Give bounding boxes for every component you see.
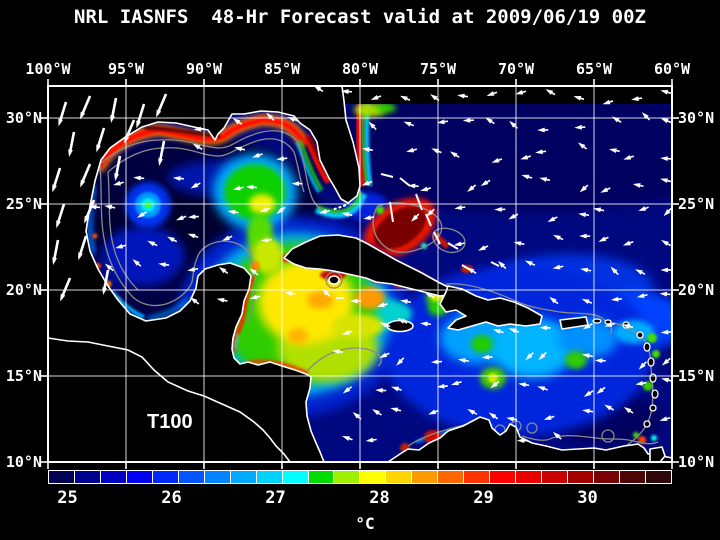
lon-tick-label: 60°W [653,60,691,78]
colorbar-cell [619,471,646,483]
lat-tick-label-right: 25°N [678,195,715,213]
map-frame [47,85,673,463]
lon-tick-label: 70°W [497,60,535,78]
lat-tick-label-right: 15°N [678,367,715,385]
lat-tick-label-left: 10°N [5,453,42,471]
colorbar-cell [360,471,387,483]
colorbar-cell [74,471,101,483]
colorbar-cell [178,471,205,483]
colorbar-cell [386,471,413,483]
colorbar-cell [645,471,671,483]
colorbar-cell [230,471,257,483]
colorbar-cell [282,471,309,483]
colorbar-tick-label: 29 [473,488,494,508]
lon-tick-label: 100°W [25,60,71,78]
figure-title: NRL IASNFS 48-Hr Forecast valid at 2009/… [74,6,646,28]
map-annotation: T100 [147,411,193,433]
lon-tick-label: 80°W [341,60,379,78]
colorbar-tick-label: 27 [265,488,286,508]
lon-tick-label: 75°W [419,60,457,78]
sst-field [48,86,672,462]
forecast-map: T100 [41,79,679,469]
lat-tick-label-right: 10°N [678,453,715,471]
south-america-landmass [387,416,672,462]
graticule [48,86,672,462]
colorbar-cell [204,471,231,483]
colorbar-tick-label: 26 [161,488,182,508]
lat-tick-label-left: 20°N [5,281,42,299]
colorbar-tick-label: 30 [577,488,598,508]
lon-tick-label: 95°W [107,60,145,78]
colorbar-cell [542,471,569,483]
colorbar-cell [152,471,179,483]
colorbar-cell [49,471,75,483]
isla-juventud [328,275,340,285]
lat-tick-label-left: 30°N [5,109,42,127]
colorbar-cell [516,471,543,483]
colorbar-cell [594,471,620,483]
lon-tick-label: 65°W [575,60,613,78]
colorbar-cell [334,471,361,483]
trinidad-island [649,446,666,462]
lat-tick-label-right: 20°N [678,281,715,299]
jamaica-island [386,319,414,333]
pacific-coastline [48,337,291,462]
lat-tick-label-left: 25°N [5,195,42,213]
colorbar-cell [412,471,439,483]
colorbar-cell [464,471,491,483]
colorbar-cell [126,471,153,483]
colorbar [48,470,672,484]
wind-vectors [52,86,672,444]
lon-tick-label: 85°W [263,60,301,78]
lon-tick-label: 90°W [185,60,223,78]
colorbar-cell [100,471,127,483]
lat-tick-label-right: 30°N [678,109,715,127]
colorbar-cell [490,471,517,483]
lat-tick-label-left: 15°N [5,367,42,385]
colorbar-cell [438,471,465,483]
colorbar-tick-label: 28 [369,488,390,508]
colorbar-cell [256,471,283,483]
colorbar-unit: °C [355,514,375,533]
colorbar-tick-label: 25 [57,488,78,508]
colorbar-cell [568,471,595,483]
colorbar-cell [308,471,335,483]
small-islands [331,173,500,299]
axis-tick-marks [41,79,679,469]
